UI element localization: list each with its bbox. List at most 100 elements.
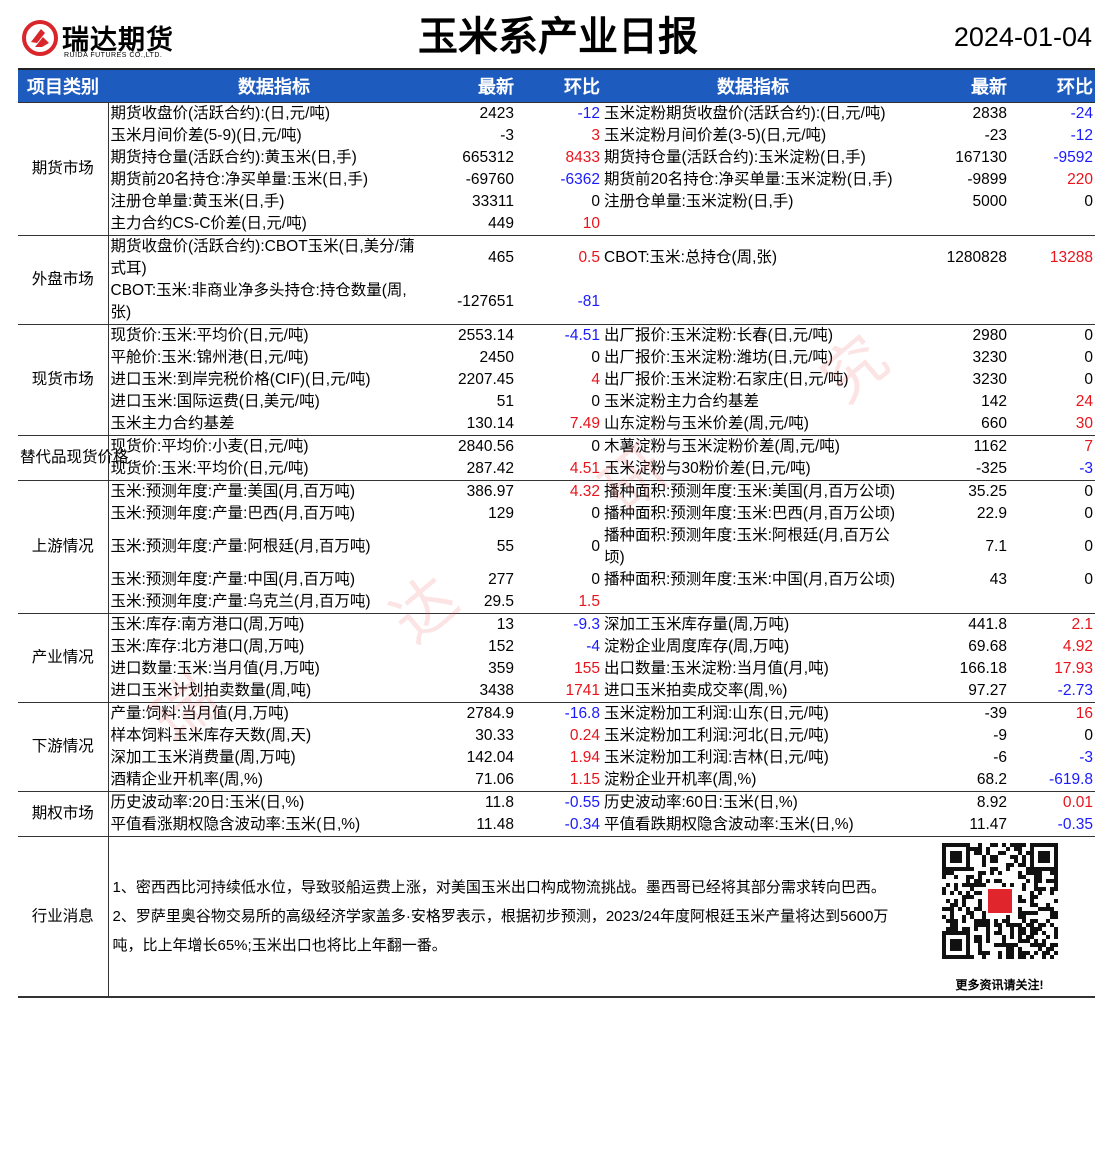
indicator: 播种面积:预测年度:玉米:中国(月,百万公顷) bbox=[604, 571, 896, 588]
latest-value: -127651 bbox=[457, 293, 514, 310]
report-date: 2024-01-04 bbox=[953, 22, 1092, 52]
table-row: 现货价:玉米:平均价(日,元/吨) 287.42 4.51 玉米淀粉与30粉价差(日,… bbox=[18, 458, 1095, 481]
change-value: -4.51 bbox=[516, 324, 602, 347]
indicator: 期货收盘价(活跃合约):(日,元/吨) bbox=[108, 102, 440, 125]
table-row: 上游情况 玉米:预测年度:产量:美国(月,百万吨) 386.97 4.32 播种面积:预… bbox=[18, 480, 1095, 614]
latest-value: 13 bbox=[440, 613, 516, 636]
indicator: 进口玉米拍卖成交率(周,%) bbox=[604, 682, 788, 699]
empty-cell bbox=[602, 280, 904, 325]
indicator: 玉米:预测年度:产量:阿根廷(月,百万吨) bbox=[110, 538, 371, 555]
change-value: 0 bbox=[591, 571, 600, 588]
indicator: CBOT:玉米:总持仓(周,张) bbox=[602, 235, 904, 280]
latest-value: 465 bbox=[440, 235, 516, 280]
change-value: 0 bbox=[591, 393, 600, 410]
indicator: 进口玉米计划拍卖数量(周,吨) bbox=[110, 682, 312, 699]
indicator: 历史波动率:60日:玉米(日,%) bbox=[602, 791, 904, 814]
table-row: 酒精企业开机率(周,%) 71.06 1.15 淀粉企业开机率(周,%) 68.2 -61… bbox=[18, 769, 1095, 792]
latest-value: 2784.9 bbox=[440, 702, 516, 725]
latest-value: 3230 bbox=[972, 349, 1007, 366]
indicator: 播种面积:预测年度:玉米:阿根廷(月,百万公顷) bbox=[604, 527, 890, 566]
table-row: 下游情况 产量:饲料:当月值(月,万吨) 2784.9 -16.8 玉米淀粉加工利润:山… bbox=[18, 702, 1095, 792]
latest-value: 130.14 bbox=[466, 415, 514, 432]
change-value: 1.94 bbox=[569, 749, 600, 766]
latest-value: 2423 bbox=[440, 102, 516, 125]
qr-code bbox=[941, 843, 1058, 959]
empty-cell bbox=[904, 280, 1009, 325]
report-title: 玉米系产业日报 bbox=[418, 15, 698, 59]
latest-value: 3438 bbox=[479, 682, 514, 699]
indicator: 玉米淀粉月间价差(3-5)(日,元/吨) bbox=[604, 127, 827, 144]
indicator: 注册仓单量:玉米淀粉(日,手) bbox=[604, 193, 794, 210]
indicator: 玉米主力合约基差 bbox=[110, 415, 235, 432]
indicator: 玉米:预测年度:产量:乌克兰(月,百万吨) bbox=[110, 593, 371, 610]
indicator: 期货持仓量(活跃合约):黄玉米(日,手) bbox=[110, 149, 357, 166]
column-header: 最新 bbox=[440, 68, 516, 103]
latest-value: 441.8 bbox=[904, 613, 1009, 636]
indicator: 现货价:玉米:平均价(日,元/吨) bbox=[110, 460, 309, 477]
indicator: 进口玉米:到岸完税价格(CIF)(日,元/吨) bbox=[110, 371, 371, 388]
indicator: 酒精企业开机率(周,%) bbox=[110, 771, 263, 788]
change-value: -16.8 bbox=[516, 702, 602, 725]
latest-value: 449 bbox=[488, 215, 514, 232]
column-header: 环比 bbox=[1009, 68, 1095, 103]
empty-cell bbox=[1009, 213, 1095, 236]
latest-value: 8.92 bbox=[904, 791, 1009, 814]
indicator: 玉米:预测年度:产量:美国(月,百万吨) bbox=[108, 480, 440, 503]
latest-value: 69.68 bbox=[968, 638, 1007, 655]
change-value: 4.32 bbox=[516, 480, 602, 503]
latest-value: 68.2 bbox=[976, 771, 1007, 788]
change-value: 0 bbox=[1084, 571, 1093, 588]
change-value: -81 bbox=[577, 293, 600, 310]
latest-value: 129 bbox=[488, 505, 514, 522]
indicator: 进口数量:玉米:当月值(月,万吨) bbox=[110, 660, 320, 677]
latest-value: 2980 bbox=[904, 324, 1009, 347]
qr-caption: 更多资讯请关注! bbox=[955, 978, 1044, 992]
table-row: 玉米主力合约基差 130.14 7.49 山东淀粉与玉米价差(周,元/吨) 660 30 bbox=[18, 413, 1095, 436]
latest-value: 2838 bbox=[904, 102, 1009, 125]
indicator: 样本饲料玉米库存天数(周,天) bbox=[110, 727, 312, 744]
latest-value: 7.1 bbox=[985, 538, 1007, 555]
indicator: 出口数量:玉米淀粉:当月值(月,吨) bbox=[604, 660, 829, 677]
latest-value: -39 bbox=[904, 702, 1009, 725]
latest-value: 5000 bbox=[972, 193, 1007, 210]
indicator: 出厂报价:玉米淀粉:石家庄(日,元/吨) bbox=[604, 371, 849, 388]
latest-value: 22.9 bbox=[976, 505, 1007, 522]
latest-value: 43 bbox=[989, 571, 1007, 588]
latest-value: 277 bbox=[488, 571, 514, 588]
change-value: -12 bbox=[1070, 127, 1093, 144]
latest-value: 1280828 bbox=[904, 235, 1009, 280]
data-table: 项目类别 数据指标 最新 环比 数据指标 最新 环比 期货市场 期货收盘价(活跃合约):(日,… bbox=[18, 68, 1095, 998]
change-value: 0 bbox=[1084, 727, 1093, 744]
indicator: 期货收盘价(活跃合约):CBOT玉米(日,美分/蒲式耳) bbox=[108, 235, 440, 280]
qr-cell: 更多资讯请关注! bbox=[904, 836, 1095, 998]
news-text: 1、密西西比河持续低水位，导致驳船运费上涨，对美国玉米出口构成物流挑战。墨西哥已… bbox=[108, 836, 904, 998]
latest-value: 97.27 bbox=[968, 682, 1007, 699]
change-value: -2.73 bbox=[1057, 682, 1093, 699]
indicator: 播种面积:预测年度:玉米:美国(月,百万公顷) bbox=[602, 480, 904, 503]
latest-value: 142 bbox=[981, 393, 1007, 410]
change-value: -0.55 bbox=[516, 791, 602, 814]
latest-value: 11.48 bbox=[476, 816, 514, 833]
latest-value: 359 bbox=[488, 660, 514, 677]
change-value: 220 bbox=[1067, 171, 1093, 188]
change-value: 0 bbox=[1084, 349, 1093, 366]
category-cell: 产业情况 bbox=[18, 613, 109, 703]
indicator: 玉米淀粉主力合约基差 bbox=[604, 393, 760, 410]
change-value: -3 bbox=[1079, 460, 1093, 477]
indicator: 玉米:预测年度:产量:巴西(月,百万吨) bbox=[110, 505, 356, 522]
table-row: CBOT:玉米:非商业净多头持仓:持仓数量(周,张) -127651 -81 bbox=[18, 280, 1095, 325]
change-value: 7.49 bbox=[569, 415, 600, 432]
empty-cell bbox=[1009, 280, 1095, 325]
table-row: 深加工玉米消费量(周,万吨) 142.04 1.94 玉米淀粉加工利润:吉林(日,元/… bbox=[18, 747, 1095, 769]
column-header: 项目类别 bbox=[18, 68, 108, 103]
change-value: 3 bbox=[591, 127, 600, 144]
latest-value: 2553.14 bbox=[440, 324, 516, 347]
indicator: 深加工玉米消费量(周,万吨) bbox=[110, 749, 296, 766]
change-value: 155 bbox=[574, 660, 600, 677]
latest-value: 51 bbox=[496, 393, 514, 410]
news-label: 行业消息 bbox=[18, 836, 109, 998]
indicator: 玉米:预测年度:产量:中国(月,百万吨) bbox=[110, 571, 356, 588]
latest-value: 30.33 bbox=[475, 727, 514, 744]
indicator: 进口玉米:国际运费(日,美元/吨) bbox=[110, 393, 320, 410]
